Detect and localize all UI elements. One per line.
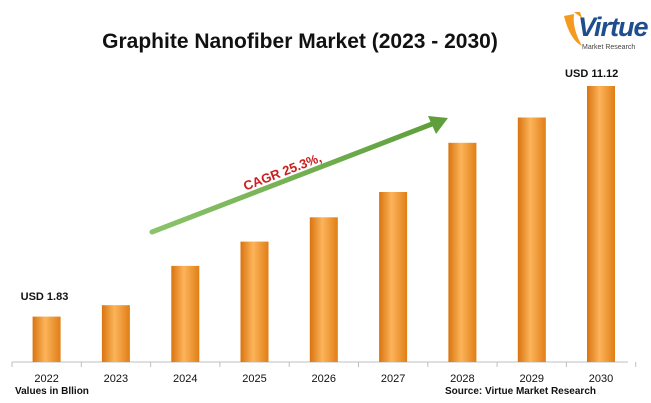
logo-swoosh-icon: [564, 12, 582, 46]
first-value-label: USD 1.83: [20, 290, 69, 303]
bar-2024: [171, 265, 200, 362]
x-tick-label: 2024: [173, 373, 197, 385]
logo-word: Virtue: [578, 12, 649, 42]
x-tick-label: 2029: [520, 373, 544, 385]
x-tick-label: 2027: [381, 373, 405, 385]
logo-subtitle: Market Research: [582, 44, 636, 51]
unit-note: Values in Bllion: [15, 386, 89, 397]
last-value-label: USD 11.12: [565, 68, 619, 80]
x-tick-label: 2023: [104, 373, 128, 385]
bar-2030: [587, 86, 615, 362]
bar-2029: [517, 117, 546, 362]
x-tick-label: 2022: [34, 373, 58, 385]
x-tick-label: 2030: [589, 373, 613, 385]
bar-2026: [309, 217, 338, 362]
bar-2022: [32, 316, 61, 362]
source-note: Source: Virtue Market Research: [445, 386, 596, 397]
x-tick-label: 2028: [450, 373, 474, 385]
chart-title: Graphite Nanofiber Market (2023 - 2030): [102, 30, 498, 53]
bar-2027: [379, 192, 408, 362]
virtue-logo: Virtue Market Research: [560, 6, 649, 56]
bar-2023: [101, 305, 130, 362]
bar-2025: [240, 241, 269, 362]
x-tick-label: 2026: [312, 373, 336, 385]
x-tick-label: 2025: [242, 373, 266, 385]
cagr-arrow: [149, 116, 448, 235]
bar-2028: [448, 142, 477, 362]
